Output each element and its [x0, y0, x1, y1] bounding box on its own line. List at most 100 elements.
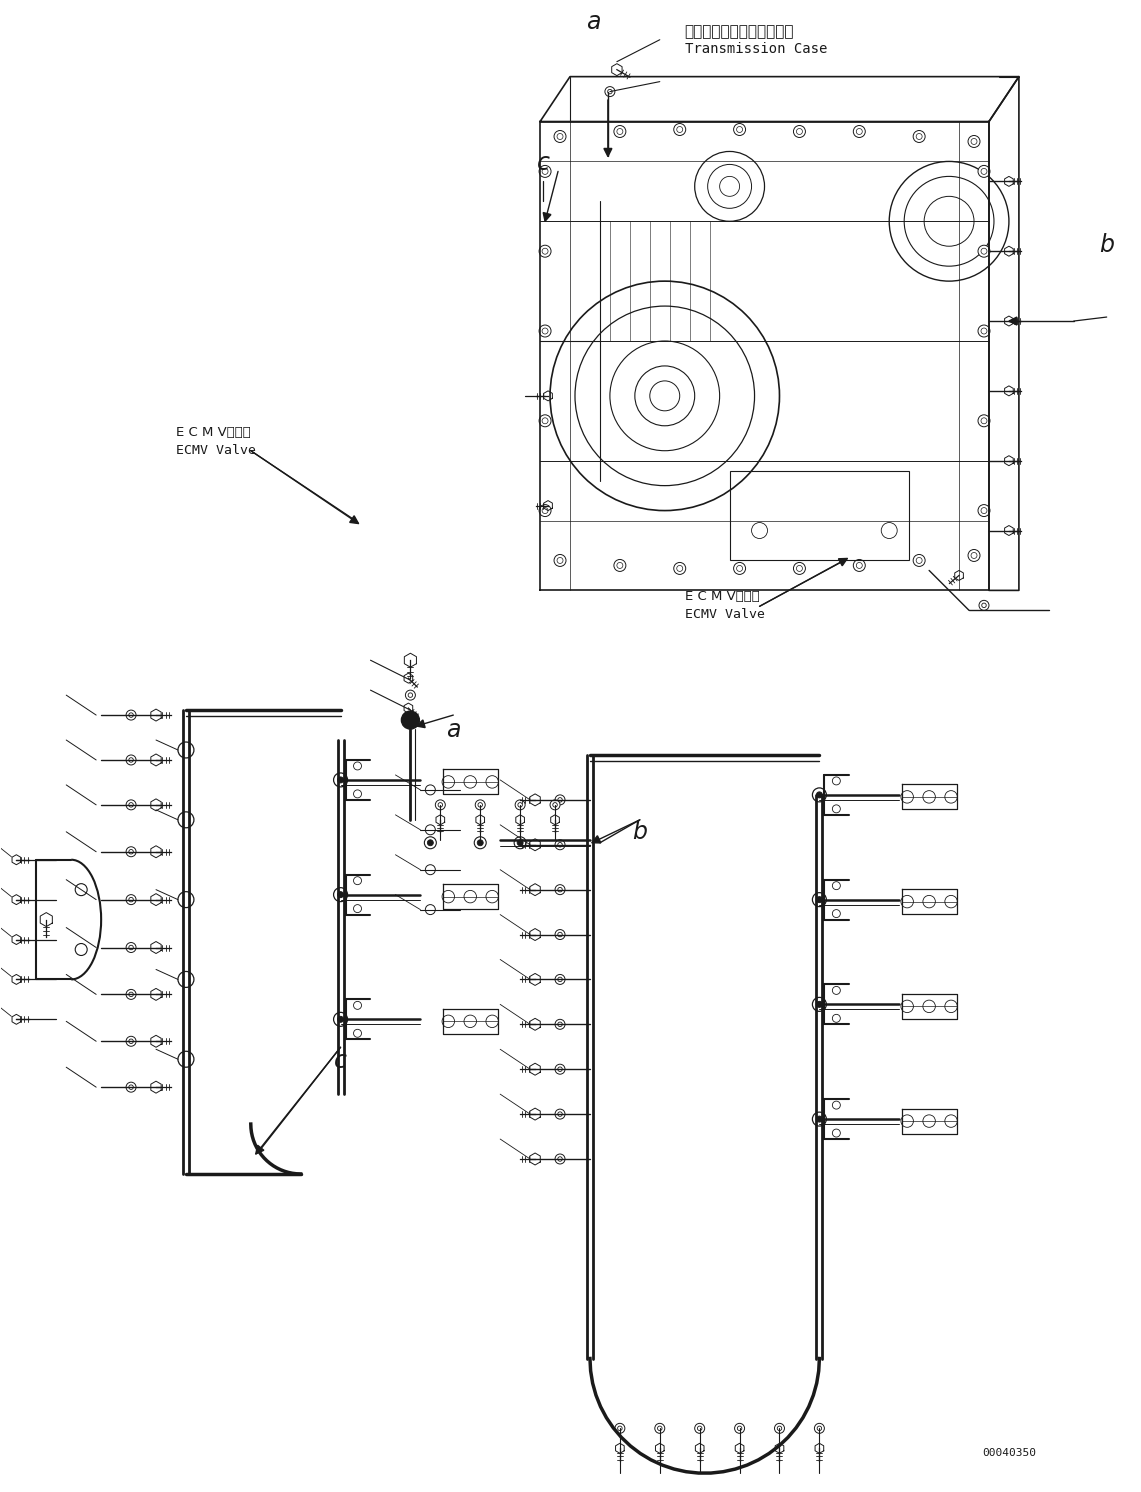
Circle shape — [555, 555, 566, 567]
Circle shape — [617, 562, 623, 568]
Circle shape — [550, 800, 560, 810]
Circle shape — [881, 522, 897, 539]
Circle shape — [614, 560, 626, 571]
Circle shape — [518, 803, 523, 807]
Circle shape — [945, 791, 957, 803]
Circle shape — [981, 418, 987, 424]
Circle shape — [517, 840, 523, 846]
Circle shape — [945, 1000, 957, 1013]
Circle shape — [605, 87, 615, 97]
Circle shape — [979, 600, 989, 610]
Circle shape — [178, 971, 194, 988]
Circle shape — [558, 798, 563, 803]
Circle shape — [735, 1423, 745, 1434]
Circle shape — [924, 197, 974, 246]
Circle shape — [833, 1101, 840, 1109]
Circle shape — [923, 895, 936, 907]
Circle shape — [968, 136, 980, 148]
Circle shape — [486, 776, 499, 788]
Circle shape — [424, 837, 436, 849]
Circle shape — [129, 897, 133, 901]
Circle shape — [550, 280, 779, 510]
Circle shape — [971, 552, 977, 558]
Circle shape — [542, 507, 548, 513]
Circle shape — [442, 891, 454, 903]
Circle shape — [555, 885, 565, 895]
Circle shape — [127, 989, 136, 1000]
Circle shape — [515, 837, 526, 849]
Circle shape — [978, 325, 990, 337]
Circle shape — [856, 128, 863, 134]
Circle shape — [426, 865, 436, 874]
Polygon shape — [256, 1146, 264, 1153]
Circle shape — [815, 1423, 825, 1434]
Circle shape — [129, 849, 133, 853]
Circle shape — [856, 562, 863, 568]
Text: ECMV Valve: ECMV Valve — [685, 609, 764, 621]
Circle shape — [615, 1423, 625, 1434]
Circle shape — [127, 847, 136, 856]
Circle shape — [555, 1153, 565, 1164]
Circle shape — [901, 1115, 914, 1128]
Circle shape — [127, 1082, 136, 1092]
Circle shape — [889, 161, 1009, 280]
Circle shape — [552, 803, 557, 807]
Circle shape — [737, 127, 743, 133]
Circle shape — [833, 1129, 840, 1137]
Circle shape — [655, 1423, 665, 1434]
Circle shape — [617, 128, 623, 134]
Text: a: a — [585, 10, 600, 34]
Circle shape — [354, 1029, 362, 1037]
Circle shape — [677, 127, 682, 133]
Circle shape — [129, 758, 133, 762]
Circle shape — [542, 248, 548, 254]
Circle shape — [657, 1426, 662, 1431]
Circle shape — [796, 565, 802, 571]
Circle shape — [539, 325, 551, 337]
Circle shape — [542, 169, 548, 175]
Circle shape — [650, 380, 680, 410]
Circle shape — [555, 795, 565, 804]
Circle shape — [555, 974, 565, 985]
Circle shape — [817, 1426, 822, 1431]
Polygon shape — [349, 516, 358, 524]
Circle shape — [812, 997, 826, 1012]
Circle shape — [338, 1016, 343, 1022]
Circle shape — [817, 1001, 823, 1007]
Circle shape — [677, 565, 682, 571]
Circle shape — [75, 883, 87, 895]
Circle shape — [405, 691, 415, 700]
Circle shape — [720, 176, 739, 197]
Circle shape — [752, 522, 768, 539]
Circle shape — [354, 877, 362, 885]
Circle shape — [464, 891, 477, 903]
Circle shape — [426, 785, 436, 795]
Circle shape — [557, 133, 563, 139]
Circle shape — [178, 812, 194, 828]
Circle shape — [833, 882, 840, 889]
Circle shape — [833, 804, 840, 813]
Polygon shape — [604, 149, 612, 157]
Circle shape — [697, 1426, 702, 1431]
Circle shape — [968, 549, 980, 561]
Circle shape — [793, 125, 806, 137]
Circle shape — [464, 776, 477, 788]
Circle shape — [478, 803, 483, 807]
Circle shape — [734, 562, 745, 574]
Text: ECMV Valve: ECMV Valve — [176, 443, 256, 457]
Polygon shape — [839, 558, 848, 565]
Circle shape — [402, 712, 420, 730]
Circle shape — [333, 1013, 348, 1026]
Circle shape — [833, 986, 840, 994]
Circle shape — [442, 776, 454, 788]
Circle shape — [916, 558, 922, 564]
Circle shape — [817, 897, 823, 903]
Circle shape — [486, 1015, 499, 1028]
Text: c: c — [334, 1049, 347, 1073]
Circle shape — [129, 1038, 133, 1043]
Circle shape — [812, 788, 826, 801]
Circle shape — [945, 895, 957, 907]
Circle shape — [796, 128, 802, 134]
Circle shape — [904, 176, 994, 266]
Circle shape — [178, 742, 194, 758]
